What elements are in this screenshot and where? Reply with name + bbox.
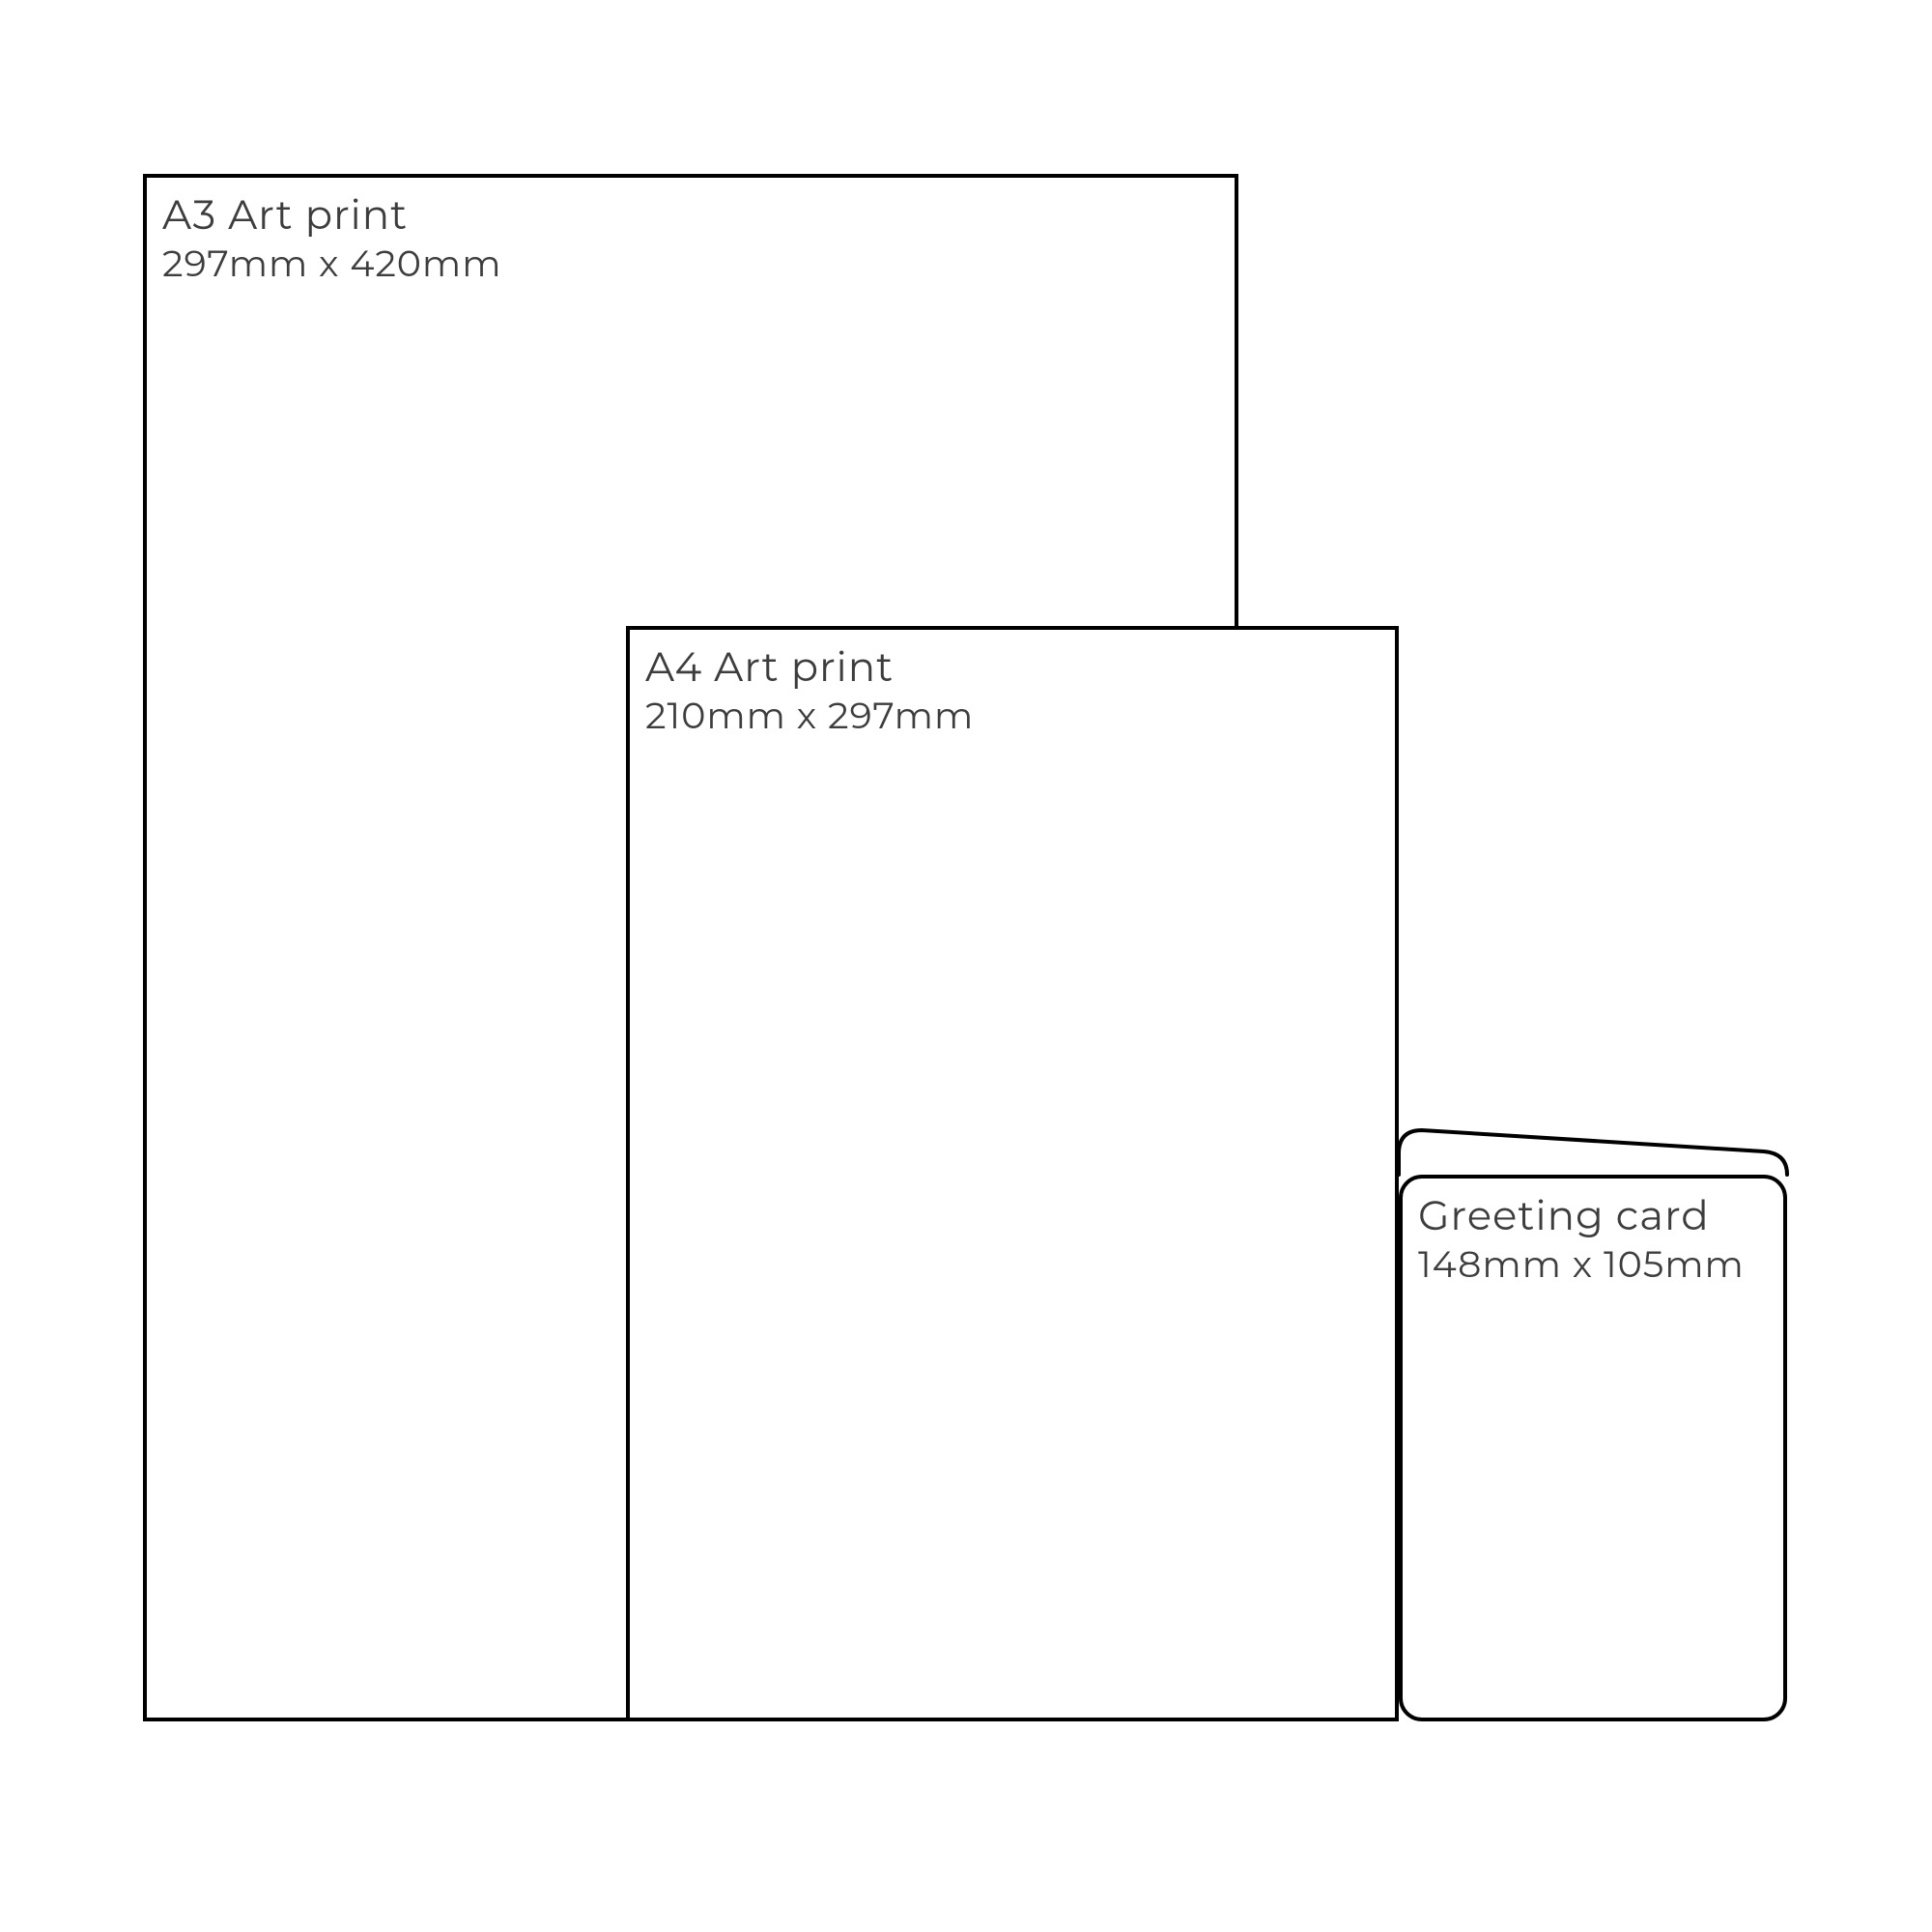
greeting-card-label: Greeting card 148mm x 105mm bbox=[1418, 1190, 1745, 1287]
size-comparison-diagram: A3 Art print 297mm x 420mm A4 Art print … bbox=[0, 0, 1932, 1932]
greeting-card-dims: 148mm x 105mm bbox=[1418, 1241, 1745, 1288]
greeting-card-title: Greeting card bbox=[1418, 1190, 1745, 1241]
